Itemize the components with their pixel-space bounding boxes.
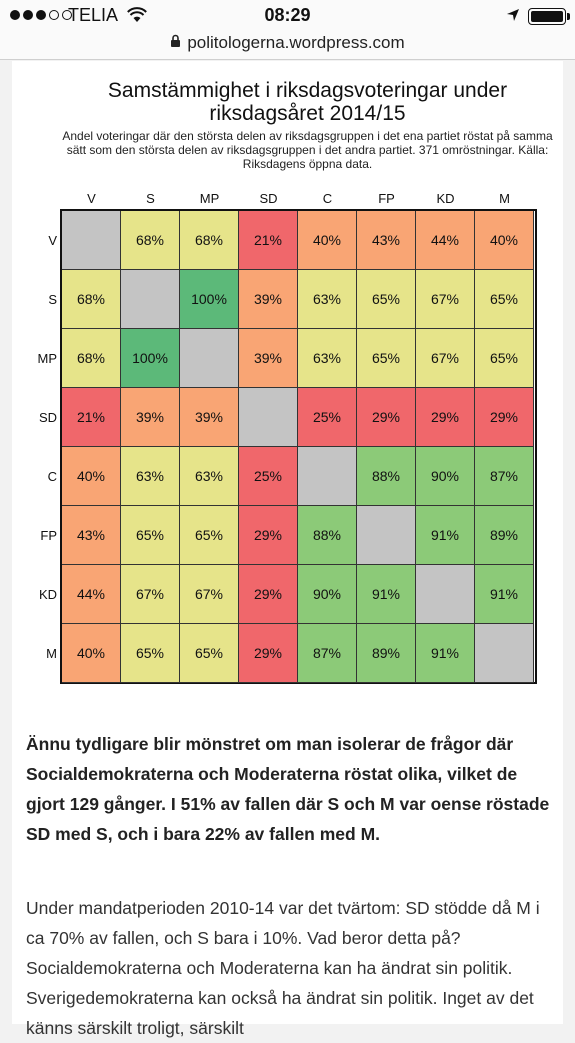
heatmap-cell-c-c <box>298 447 357 506</box>
heatmap-cell-c-m: 87% <box>475 447 534 506</box>
column-label-fp: FP <box>378 191 395 206</box>
row-label-c: C <box>47 469 57 484</box>
clock: 08:29 <box>264 5 311 25</box>
column-label-c: C <box>322 191 333 206</box>
heatmap-cell-sd-v: 21% <box>62 388 121 447</box>
heatmap-cell-sd-c: 25% <box>298 388 357 447</box>
heatmap-cell-kd-fp: 91% <box>357 565 416 624</box>
heatmap-cell-m-mp: 65% <box>180 624 239 683</box>
heatmap-cell-v-fp: 43% <box>357 211 416 270</box>
chart-subtitle: Andel voteringar där den största delen a… <box>62 129 553 171</box>
location-arrow-icon <box>506 8 520 27</box>
status-bar: TELIA 08:29 <box>0 0 575 30</box>
row-label-s: S <box>48 292 57 307</box>
chart-title: Samstämmighet i riksdagsvoteringar under… <box>107 79 508 125</box>
heatmap-cell-m-fp: 89% <box>357 624 416 683</box>
wifi-icon <box>127 7 147 28</box>
heatmap-cell-m-m <box>475 624 534 683</box>
heatmap-cell-v-s: 68% <box>121 211 180 270</box>
heatmap-cell-mp-sd: 39% <box>239 329 298 388</box>
heatmap-cell-kd-s: 67% <box>121 565 180 624</box>
column-label-m: M <box>499 191 510 206</box>
heatmap-cell-kd-c: 90% <box>298 565 357 624</box>
row-label-m: M <box>46 646 57 661</box>
heatmap-cell-s-c: 63% <box>298 270 357 329</box>
heatmap-cell-v-mp: 68% <box>180 211 239 270</box>
heatmap-cell-c-mp: 63% <box>180 447 239 506</box>
heatmap-cell-fp-mp: 65% <box>180 506 239 565</box>
heatmap-cell-c-v: 40% <box>62 447 121 506</box>
heatmap-cell-s-mp: 100% <box>180 270 239 329</box>
heatmap-cell-m-v: 40% <box>62 624 121 683</box>
heatmap-cell-v-c: 40% <box>298 211 357 270</box>
column-label-sd: SD <box>259 191 278 206</box>
heatmap-cell-sd-sd <box>239 388 298 447</box>
heatmap-cell-s-s <box>121 270 180 329</box>
row-label-sd: SD <box>38 410 57 425</box>
heatmap-cell-c-s: 63% <box>121 447 180 506</box>
row-label-v: V <box>48 233 57 248</box>
heatmap-cell-s-fp: 65% <box>357 270 416 329</box>
row-label-fp: FP <box>40 528 57 543</box>
column-label-kd: KD <box>436 191 455 206</box>
heatmap-cell-fp-fp <box>357 506 416 565</box>
row-label-mp: MP <box>37 351 58 366</box>
heatmap-cell-kd-kd <box>416 565 475 624</box>
heatmap-cell-c-kd: 90% <box>416 447 475 506</box>
heatmap-cell-v-sd: 21% <box>239 211 298 270</box>
battery-icon <box>528 8 566 25</box>
heatmap-cell-kd-v: 44% <box>62 565 121 624</box>
column-label-mp: MP <box>199 191 220 206</box>
carrier-name: TELIA <box>68 5 119 25</box>
heatmap-cell-sd-kd: 29% <box>416 388 475 447</box>
heatmap-cell-fp-c: 88% <box>298 506 357 565</box>
heatmap-cell-kd-m: 91% <box>475 565 534 624</box>
heatmap-cell-v-kd: 44% <box>416 211 475 270</box>
heatmap-grid: 68% 68% 21% 40% 43% 44% 40% 68% 100% 39% 63% 65% 67%… <box>60 209 537 684</box>
heatmap-cell-sd-s: 39% <box>121 388 180 447</box>
heatmap-cell-kd-mp: 67% <box>180 565 239 624</box>
heatmap-cell-mp-mp <box>180 329 239 388</box>
heatmap-cell-fp-v: 43% <box>62 506 121 565</box>
heatmap-cell-s-kd: 67% <box>416 270 475 329</box>
heatmap-cell-mp-s: 100% <box>121 329 180 388</box>
heatmap-cell-s-m: 65% <box>475 270 534 329</box>
heatmap-cell-fp-sd: 29% <box>239 506 298 565</box>
column-label-v: V <box>87 191 96 206</box>
heatmap-cell-mp-m: 65% <box>475 329 534 388</box>
heatmap-cell-m-sd: 29% <box>239 624 298 683</box>
column-labels: V S MP SD C FP KD M <box>60 191 536 209</box>
heatmap-cell-v-m: 40% <box>475 211 534 270</box>
heatmap-cell-c-sd: 25% <box>239 447 298 506</box>
heatmap-cell-s-v: 68% <box>62 270 121 329</box>
heatmap-cell-mp-c: 63% <box>298 329 357 388</box>
address-bar[interactable]: politologerna.wordpress.com <box>0 30 575 60</box>
heatmap-cell-s-sd: 39% <box>239 270 298 329</box>
heatmap-cell-v-v <box>62 211 121 270</box>
body-paragraph: Under mandatperioden 2010-14 var det tvä… <box>26 898 540 1038</box>
row-label-kd: KD <box>38 587 57 602</box>
heatmap-cell-sd-mp: 39% <box>180 388 239 447</box>
heatmap-cell-mp-kd: 67% <box>416 329 475 388</box>
lock-icon <box>170 33 181 53</box>
heatmap-cell-mp-v: 68% <box>62 329 121 388</box>
heatmap-cell-m-c: 87% <box>298 624 357 683</box>
heatmap-cell-m-s: 65% <box>121 624 180 683</box>
heatmap-cell-c-fp: 88% <box>357 447 416 506</box>
heatmap-cell-m-kd: 91% <box>416 624 475 683</box>
column-label-s: S <box>146 191 155 206</box>
heatmap-cell-fp-m: 89% <box>475 506 534 565</box>
page-content: Samstämmighet i riksdagsvoteringar under… <box>12 61 563 1038</box>
heatmap-cell-kd-sd: 29% <box>239 565 298 624</box>
heatmap-cell-sd-fp: 29% <box>357 388 416 447</box>
bold-paragraph: Ännu tydligare blir mönstret om man isol… <box>26 734 550 844</box>
url-text[interactable]: politologerna.wordpress.com <box>187 33 405 52</box>
battery-tip <box>567 13 570 20</box>
heatmap-cell-sd-m: 29% <box>475 388 534 447</box>
signal-strength-icon <box>10 10 72 20</box>
heatmap-cell-mp-fp: 65% <box>357 329 416 388</box>
heatmap-cell-fp-s: 65% <box>121 506 180 565</box>
heatmap-cell-fp-kd: 91% <box>416 506 475 565</box>
